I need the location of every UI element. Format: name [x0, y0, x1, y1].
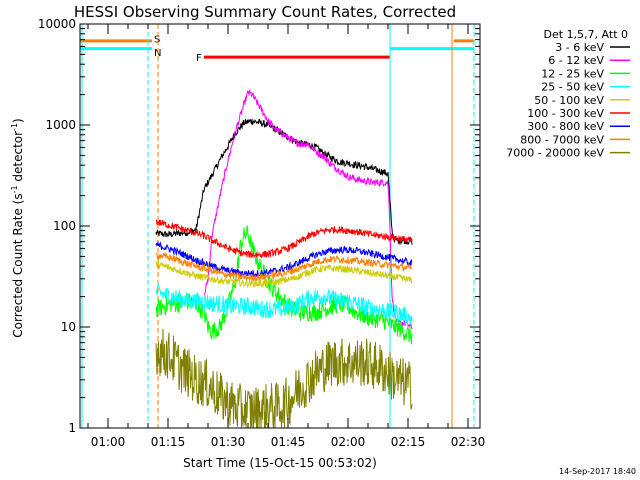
series-line-3 — [155, 283, 413, 326]
y-axis-label-main: Corrected Count Rate (s — [11, 193, 25, 337]
series-line-4 — [155, 259, 413, 289]
x-tick-label-5: 02:15 — [391, 435, 426, 449]
series-line-6 — [155, 240, 413, 278]
series-line-7 — [155, 251, 413, 282]
y-tick-label-0: 1 — [68, 421, 76, 435]
series-line-5 — [156, 219, 413, 259]
legend-label-4: 50 - 100 keV — [534, 94, 604, 107]
y-tick-label-2: 100 — [53, 219, 76, 233]
y-axis-label-mid: detector — [11, 131, 25, 186]
legend-label-0: 3 - 6 keV — [555, 41, 604, 54]
annotation-s: S — [154, 34, 160, 45]
x-axis-label: Start Time (15-Oct-15 00:53:02) — [183, 456, 377, 470]
y-axis-label-end: ) — [11, 118, 25, 123]
legend-label-8: 7000 - 20000 keV — [506, 147, 604, 160]
y-axis-label-sup: -1 — [10, 185, 19, 193]
x-tick-label-2: 01:30 — [211, 435, 246, 449]
series-line-2 — [155, 225, 413, 345]
plot-frame — [79, 23, 481, 429]
y-tick-label-3: 1000 — [45, 118, 76, 132]
y-tick-label-4: 10000 — [38, 17, 76, 31]
x-tick-label-3: 01:45 — [271, 435, 306, 449]
legend-header: Det 1,5,7, Att 0 — [544, 28, 628, 41]
annotation-n: N — [154, 48, 161, 59]
legend-label-3: 25 - 50 keV — [541, 81, 604, 94]
y-tick-label-1: 10 — [61, 320, 76, 334]
legend-label-7: 800 - 7000 keV — [520, 133, 604, 146]
annotation-f: F — [196, 53, 202, 64]
timestamp: 14-Sep-2017 18:40 — [559, 467, 636, 476]
x-tick-label-1: 01:15 — [151, 435, 186, 449]
y-axis-label-sup2: -1 — [10, 123, 19, 131]
plot-area: SN F 1 10 100 1000 10000 01:00 01:15 01:30 01:45 02… — [38, 17, 485, 449]
series-line-8 — [155, 328, 413, 429]
chart-title: HESSI Observing Summary Count Rates, Cor… — [74, 3, 456, 21]
series-line-1 — [203, 89, 413, 330]
legend-label-2: 12 - 25 keV — [541, 67, 604, 80]
x-tick-label-4: 02:00 — [331, 435, 366, 449]
legend-label-6: 300 - 800 keV — [527, 120, 604, 133]
x-tick-label-0: 01:00 — [91, 435, 126, 449]
legend-label-5: 100 - 300 keV — [527, 107, 604, 120]
legend-label-1: 6 - 12 keV — [548, 54, 604, 67]
y-axis-label: Corrected Count Rate (s-1 detector-1) — [10, 118, 25, 337]
x-tick-label-6: 02:30 — [451, 435, 486, 449]
